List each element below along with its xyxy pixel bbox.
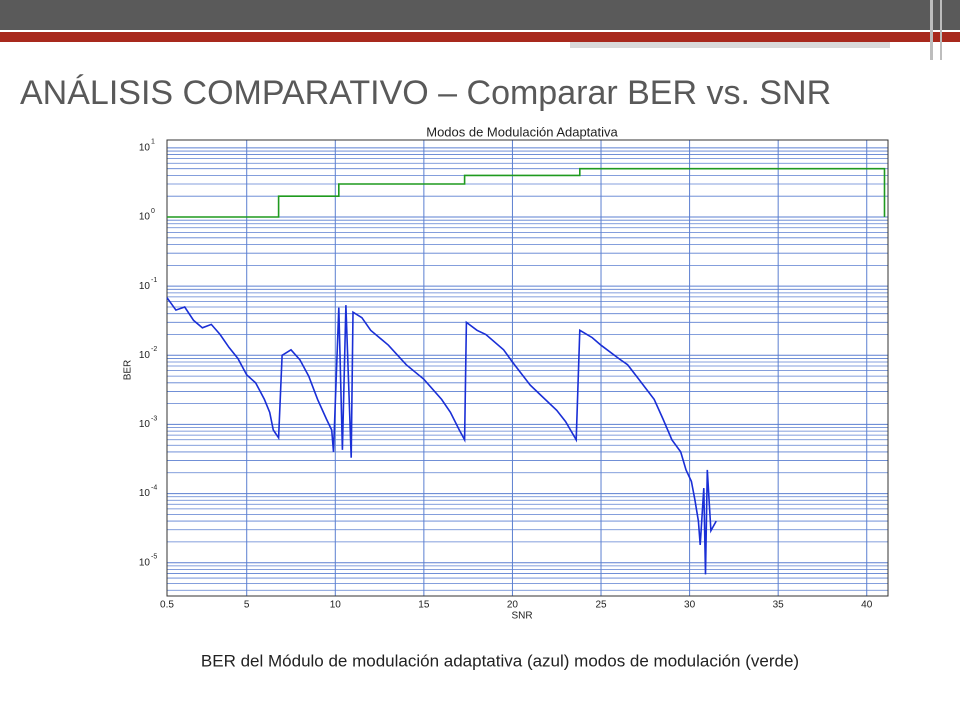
y-tick-label: 10 bbox=[139, 212, 151, 223]
x-tick-label: 15 bbox=[418, 600, 430, 611]
y-tick-exponent: -1 bbox=[151, 277, 157, 284]
y-tick-label: 10 bbox=[139, 557, 151, 568]
y-tick-label: 10 bbox=[139, 488, 151, 499]
x-tick-label: 40 bbox=[861, 600, 873, 611]
top-bar bbox=[0, 0, 960, 30]
plot-frame bbox=[166, 139, 889, 597]
x-tick-label: 5 bbox=[244, 600, 250, 611]
y-tick-label: 10 bbox=[139, 419, 151, 430]
y-tick-label: 10 bbox=[139, 143, 151, 154]
x-tick-label: 0.5 bbox=[160, 600, 174, 611]
accent-stripe bbox=[570, 42, 890, 48]
series-line bbox=[167, 167, 886, 218]
accent-band bbox=[0, 32, 960, 42]
x-tick-label: 25 bbox=[595, 600, 607, 611]
caption: BER del Módulo de modulación adaptativa … bbox=[201, 651, 799, 670]
slide-title: ANÁLISIS COMPARATIVO – Comparar BER vs. … bbox=[20, 74, 831, 112]
y-tick-exponent: -5 bbox=[151, 554, 157, 561]
accent-line bbox=[940, 0, 942, 60]
x-tick-label: 35 bbox=[773, 600, 785, 611]
y-tick-exponent: -4 bbox=[151, 484, 157, 491]
y-tick-exponent: -2 bbox=[151, 346, 157, 353]
y-tick-exponent: 0 bbox=[151, 208, 155, 215]
y-tick-exponent: 1 bbox=[151, 139, 155, 146]
chart-title: Modos de Modulación Adaptativa bbox=[426, 124, 618, 139]
x-tick-label: 30 bbox=[684, 600, 696, 611]
y-tick-label: 10 bbox=[139, 350, 151, 361]
y-tick-label: 10 bbox=[139, 281, 151, 292]
series-line bbox=[167, 298, 725, 576]
y-tick-exponent: -3 bbox=[151, 415, 157, 422]
accent-line bbox=[930, 0, 933, 60]
x-tick-label: 10 bbox=[330, 600, 342, 611]
x-axis-label: SNR bbox=[511, 611, 532, 622]
y-axis-label: BER bbox=[123, 360, 134, 381]
x-tick-label: 20 bbox=[507, 600, 519, 611]
